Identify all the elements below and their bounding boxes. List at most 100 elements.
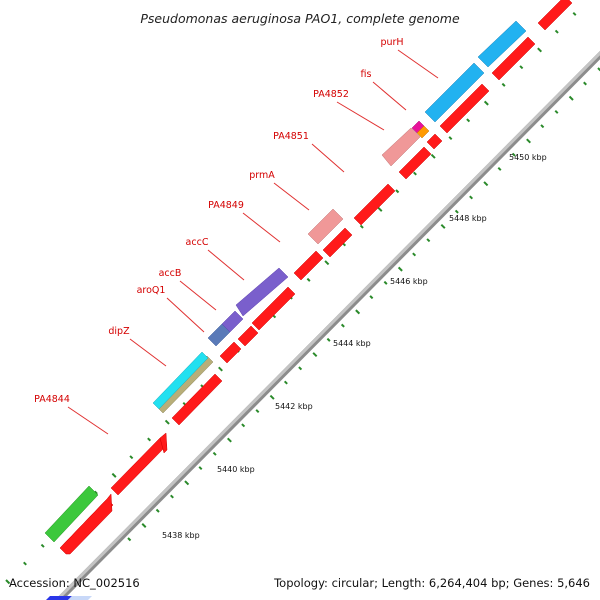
gene-leader-line — [166, 297, 205, 333]
tick-mark — [164, 419, 170, 425]
tick-mark — [226, 437, 232, 443]
tick-mark — [127, 537, 132, 542]
tick-mark — [501, 82, 506, 87]
map-title: Pseudomonas aeruginosa PAO1, complete ge… — [140, 11, 460, 26]
tick-mark — [306, 277, 311, 282]
forward-gene-arrow — [110, 437, 168, 496]
forward-gene-arrow — [491, 36, 536, 81]
tick-mark — [129, 455, 134, 460]
forward-gene-arrow — [426, 133, 443, 150]
forward-gene-arrow — [353, 183, 396, 226]
gene-label-prmA[interactable]: prmA — [249, 170, 275, 181]
gene-label-accB[interactable]: accB — [159, 268, 182, 279]
gene-dipZ-feature[interactable] — [152, 351, 209, 410]
forward-gene-arrow — [159, 432, 168, 454]
gene-leader-line — [273, 182, 310, 211]
orange-feature[interactable] — [416, 125, 430, 139]
gene-label-PA4852[interactable]: PA4852 — [313, 89, 349, 100]
tick-mark — [383, 280, 388, 285]
tick-mark — [111, 472, 117, 478]
gene-leader-line — [397, 49, 439, 79]
forward-gene-arrow — [59, 493, 113, 555]
gene-purH-feature-upper[interactable] — [477, 20, 527, 68]
tick-mark — [519, 65, 524, 70]
gene-label-PA4851[interactable]: PA4851 — [273, 131, 309, 142]
tick-mark — [298, 366, 303, 371]
gene-label-accC[interactable]: accC — [186, 237, 209, 248]
tick-mark — [448, 136, 453, 141]
forward-gene-arrow — [219, 341, 242, 364]
scale-label: 5444 kbp — [333, 339, 371, 348]
gene-prmA-feature[interactable] — [307, 208, 344, 245]
gene-leader-line — [242, 212, 281, 243]
tick-mark — [526, 138, 531, 144]
tick-mark — [212, 451, 217, 456]
tick-mark — [198, 466, 203, 470]
tick-mark — [23, 561, 27, 566]
tick-mark — [426, 238, 431, 243]
tick-mark — [497, 166, 502, 171]
gene-label-purH[interactable]: purH — [380, 37, 403, 48]
tick-mark — [40, 543, 45, 548]
tick-mark — [540, 124, 545, 129]
forward-gene-arrow — [293, 250, 324, 281]
tick-mark — [255, 409, 260, 414]
forward-gene-arrow — [237, 325, 259, 347]
scale-label: 5440 kbp — [217, 465, 255, 474]
gene-label-PA4849[interactable]: PA4849 — [208, 200, 244, 211]
genome-backbone — [54, 50, 600, 600]
gene-leader-line — [67, 406, 109, 435]
gene-leader-line — [336, 101, 385, 131]
scale-label: 5442 kbp — [275, 402, 313, 411]
forward-gene-arrow — [322, 227, 353, 258]
forward-gene-arrow — [171, 373, 223, 426]
tick-mark — [440, 223, 446, 229]
gene-PA4852-feature[interactable] — [381, 127, 421, 167]
forward-gene-arrow — [537, 0, 573, 31]
accession-label: Accession: — [9, 576, 70, 590]
tick-mark — [369, 295, 374, 300]
tick-mark — [269, 394, 275, 400]
tick-mark — [312, 352, 318, 358]
gene-accB-feature[interactable] — [221, 310, 244, 333]
tick-mark — [597, 67, 600, 72]
tick-mark — [466, 118, 471, 123]
forward-gene-arrow — [398, 146, 432, 180]
scale-labels: 5438 kbp 5440 kbp 5442 kbp 5444 kbp 5446 kbp… — [162, 153, 547, 540]
tick-mark — [377, 207, 383, 212]
scale-label: 5438 kbp — [162, 531, 200, 540]
gene-label-fis[interactable]: fis — [361, 69, 372, 80]
tick-mark — [511, 152, 516, 157]
tick-mark — [5, 579, 11, 585]
tick-mark — [283, 380, 288, 385]
forward-gene-arrow — [251, 286, 296, 331]
gene-labels: purH fis PA4852 PA4851 prmA PA4849 accC accB aro… — [34, 37, 403, 405]
gene-accC-feature[interactable] — [235, 267, 289, 317]
gene-purH-feature[interactable] — [424, 62, 485, 123]
tick-mark — [324, 260, 330, 266]
tick-mark — [326, 337, 331, 342]
tick-mark — [572, 12, 577, 16]
tick-mark — [170, 494, 174, 499]
gene-label-PA4844[interactable]: PA4844 — [34, 394, 70, 405]
gene-label-dipZ[interactable]: dipZ — [108, 326, 130, 337]
tick-mark — [359, 224, 364, 229]
tick-mark — [568, 95, 574, 101]
tick-mark — [397, 266, 403, 272]
tick-mark — [469, 195, 474, 200]
gene-leader-line — [129, 338, 167, 367]
tick-mark — [340, 323, 345, 328]
outer-strand-genes — [44, 20, 527, 543]
gene-label-aroQ1[interactable]: aroQ1 — [137, 285, 166, 296]
gene-leader-line — [207, 249, 245, 281]
scale-label: 5446 kbp — [390, 277, 428, 286]
tick-mark — [483, 181, 489, 187]
gene-leader-lines — [67, 49, 439, 435]
tick-mark — [554, 110, 559, 114]
tick-mark — [583, 81, 587, 86]
gene-leader-line — [311, 143, 345, 173]
tick-mark — [141, 523, 147, 528]
tick-mark — [395, 189, 400, 194]
gene-PA4844-feature[interactable] — [44, 485, 99, 543]
